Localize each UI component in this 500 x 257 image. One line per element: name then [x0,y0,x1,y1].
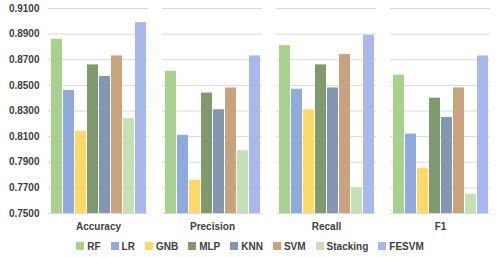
svg-text:Recall: Recall [312,221,342,232]
html-text:FESVM: FESVM [389,240,424,252]
html-text:LR: LR [121,240,135,252]
html-text:GNB: GNB [155,240,179,252]
svg-text:0.8300: 0.8300 [9,105,40,116]
svg-text:0.7700: 0.7700 [9,182,40,193]
svg-text:0.8100: 0.8100 [9,131,40,142]
svg-text:0.8500: 0.8500 [9,80,40,91]
svg-text:0.8900: 0.8900 [9,28,40,39]
html-text:RF: RF [87,240,101,252]
svg-text:F1: F1 [435,221,447,232]
svg-text:0.7900: 0.7900 [9,156,40,167]
svg-text:0.7500: 0.7500 [9,208,40,219]
svg-text:0.9100: 0.9100 [9,3,40,14]
svg-text:0.8700: 0.8700 [9,54,40,65]
html-text:MLP: MLP [199,240,221,252]
svg-text:Precision: Precision [190,221,235,232]
svg-text:Accuracy: Accuracy [76,221,121,232]
html-text:Stacking: Stacking [326,240,369,252]
html-text:KNN: KNN [241,240,263,252]
html-text:SVM: SVM [283,240,306,252]
